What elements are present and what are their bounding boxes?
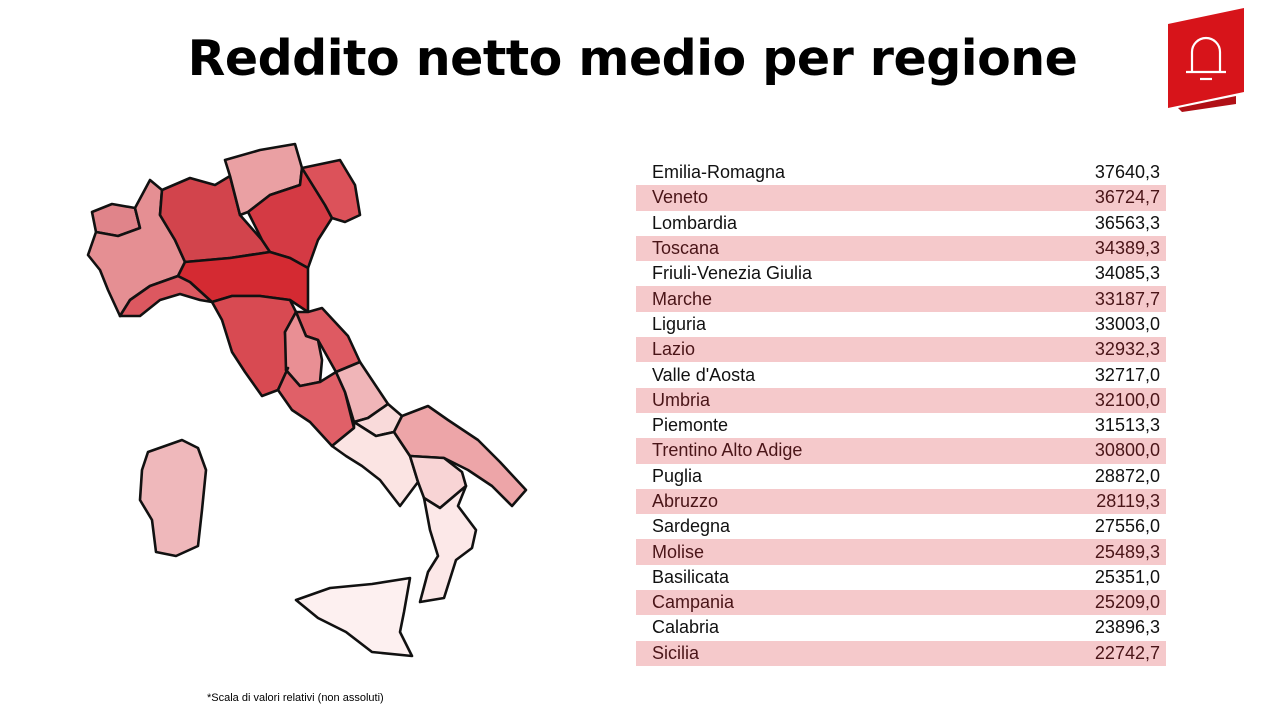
region-value: 28872,0 (1094, 465, 1160, 486)
table-row: Trentino Alto Adige 30800,0 (636, 438, 1166, 464)
region-value: 25351,0 (1094, 566, 1160, 587)
italy-map (86, 142, 528, 658)
region-name: Piemonte (652, 415, 729, 436)
table-row: Friuli-Venezia Giulia 34085,3 (636, 261, 1166, 286)
table-row: Puglia 28872,0 (636, 464, 1166, 489)
region-name: Campania (652, 592, 735, 613)
region-value: 32932,3 (1094, 339, 1160, 360)
region-value: 36563,3 (1094, 212, 1160, 233)
region-value: 32717,0 (1094, 364, 1160, 385)
region-name: Calabria (652, 617, 720, 638)
region-name: Lazio (652, 339, 696, 360)
table-row: Abruzzo 28119,3 (636, 488, 1166, 515)
region-sardegna (138, 438, 208, 558)
region-value: 25489,3 (1094, 541, 1160, 562)
logo (1168, 8, 1244, 112)
region-veneto (246, 166, 334, 270)
footnote: *Scala di valori relativi (non assoluti) (207, 692, 384, 704)
table-row: Campania 25209,0 (636, 590, 1166, 616)
region-value: 22742,7 (1094, 642, 1160, 663)
region-name: Valle d'Aosta (652, 364, 756, 385)
region-name: Molise (652, 541, 705, 562)
table-row: Liguria 33003,0 (636, 312, 1166, 337)
region-name: Sicilia (652, 642, 700, 663)
region-name: Puglia (652, 465, 703, 486)
table-row: Veneto 36724,7 (636, 185, 1166, 211)
table-row: Umbria 32100,0 (636, 387, 1166, 413)
table-row: Emilia-Romagna 37640,3 (636, 160, 1166, 185)
table-row: Valle d'Aosta 32717,0 (636, 362, 1166, 387)
region-value: 30800,0 (1094, 440, 1160, 461)
region-value: 37640,3 (1094, 162, 1160, 183)
region-name: Trentino Alto Adige (652, 440, 803, 461)
table-row: Lazio 32932,3 (636, 337, 1166, 363)
region-name: Marche (652, 288, 713, 309)
region-name: Umbria (652, 389, 711, 410)
region-name: Liguria (652, 313, 707, 334)
income-table: Emilia-Romagna 37640,3 Veneto 36724,7 Lombar… (636, 160, 1166, 666)
region-name: Basilicata (652, 566, 730, 587)
region-name: Sardegna (652, 516, 731, 537)
table-row: Marche 33187,7 (636, 286, 1166, 312)
region-name: Lombardia (652, 212, 738, 233)
region-name: Toscana (652, 238, 720, 259)
table-row: Basilicata 25351,0 (636, 565, 1166, 590)
table-row: Lombardia 36563,3 (636, 211, 1166, 236)
table-row: Toscana 34389,3 (636, 235, 1166, 262)
region-name: Friuli-Venezia Giulia (652, 263, 813, 284)
region-value: 23896,3 (1094, 617, 1160, 638)
bell-icon (1186, 36, 1226, 81)
region-value: 31513,3 (1094, 415, 1160, 436)
region-value: 28119,3 (1096, 491, 1160, 511)
table-row: Sicilia 22742,7 (636, 640, 1166, 666)
logo-fold (1178, 96, 1236, 112)
region-name: Emilia-Romagna (652, 162, 786, 183)
table-row: Sardegna 27556,0 (636, 514, 1166, 539)
region-value: 34389,3 (1094, 238, 1160, 259)
region-calabria (418, 484, 478, 604)
region-value: 33003,0 (1094, 313, 1160, 334)
logo-flag (1168, 8, 1244, 108)
region-value: 27556,0 (1094, 516, 1160, 537)
table-row: Molise 25489,3 (636, 539, 1166, 565)
region-value: 32100,0 (1094, 389, 1160, 410)
page-title: Reddito netto medio per regione (187, 30, 1078, 87)
region-friuli-venezia-giulia (300, 158, 362, 224)
region-name: Abruzzo (652, 491, 719, 511)
region-value: 33187,7 (1094, 288, 1160, 309)
region-value: 36724,7 (1094, 187, 1160, 208)
region-sicilia (294, 576, 414, 658)
region-value: 34085,3 (1094, 263, 1160, 284)
table-row: Piemonte 31513,3 (636, 413, 1166, 438)
region-name: Veneto (652, 187, 709, 208)
region-value: 25209,0 (1094, 592, 1160, 613)
table-row: Calabria 23896,3 (636, 615, 1166, 640)
